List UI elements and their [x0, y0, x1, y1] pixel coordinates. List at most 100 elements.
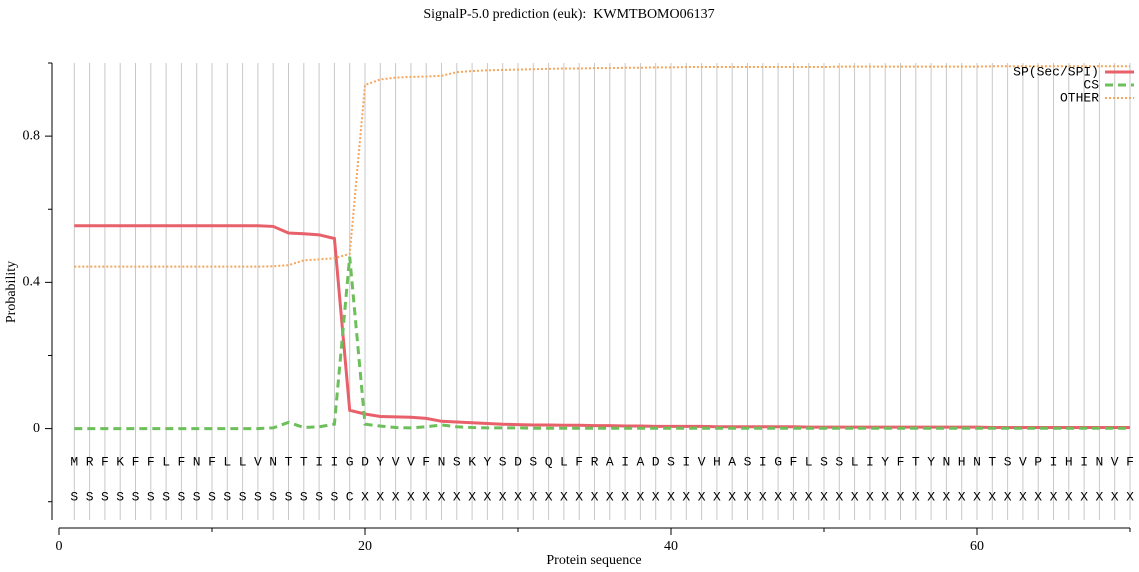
residue-label: X: [1050, 489, 1058, 504]
residue: G: [774, 454, 782, 469]
residue: N: [973, 454, 981, 469]
residue-label: S: [239, 489, 247, 504]
residue-label: X: [529, 489, 537, 504]
residue-label: X: [897, 489, 905, 504]
residue: N: [193, 454, 201, 469]
residue: Y: [881, 454, 889, 469]
residue: D: [652, 454, 660, 469]
residue-label: X: [988, 489, 996, 504]
residue-label: X: [361, 489, 369, 504]
residue-label: X: [698, 489, 706, 504]
residue-label: X: [958, 489, 966, 504]
residue-label: X: [468, 489, 476, 504]
residue: I: [315, 454, 323, 469]
residue-label: S: [208, 489, 216, 504]
residue-label: X: [973, 489, 981, 504]
residue: F: [208, 454, 216, 469]
residue: P: [1034, 454, 1042, 469]
residue-label: S: [147, 489, 155, 504]
residue: L: [162, 454, 170, 469]
residue: F: [422, 454, 430, 469]
residue: H: [958, 454, 966, 469]
residue-label: X: [713, 489, 721, 504]
residue-label: X: [835, 489, 843, 504]
residue: S: [453, 454, 461, 469]
residue: I: [621, 454, 629, 469]
residue: V: [698, 454, 706, 469]
residue: F: [575, 454, 583, 469]
residue: K: [116, 454, 124, 469]
residue-label: X: [499, 489, 507, 504]
residue: R: [591, 454, 599, 469]
x-tick-label: 60: [970, 539, 984, 554]
residue: H: [1065, 454, 1073, 469]
residue-label: X: [912, 489, 920, 504]
residue-label: X: [1080, 489, 1088, 504]
residue: S: [667, 454, 675, 469]
residue-label: X: [514, 489, 522, 504]
residue-label: S: [132, 489, 140, 504]
x-axis-label: Protein sequence: [546, 553, 641, 568]
residue-label: X: [667, 489, 675, 504]
residue-label: X: [866, 489, 874, 504]
residue: N: [942, 454, 950, 469]
residue: L: [851, 454, 859, 469]
residue-label: S: [193, 489, 201, 504]
residue-label: X: [744, 489, 752, 504]
residue-label: X: [636, 489, 644, 504]
y-tick-label: 0: [33, 421, 40, 436]
residue: M: [70, 454, 78, 469]
residue: N: [269, 454, 277, 469]
residue-label: X: [376, 489, 384, 504]
residue-label: X: [407, 489, 415, 504]
residue: S: [744, 454, 752, 469]
residue-label: X: [942, 489, 950, 504]
series-line: [74, 65, 1130, 268]
residue: F: [789, 454, 797, 469]
residue: K: [468, 454, 476, 469]
residue-label: S: [300, 489, 308, 504]
residue-label: X: [1111, 489, 1119, 504]
residue: I: [682, 454, 690, 469]
residue-label: X: [652, 489, 660, 504]
residue-label: S: [70, 489, 78, 504]
residue-label: X: [621, 489, 629, 504]
residue-label: X: [1095, 489, 1103, 504]
residue-label: X: [545, 489, 553, 504]
residue: F: [132, 454, 140, 469]
residue: Y: [376, 454, 384, 469]
residue-label: S: [162, 489, 170, 504]
residue: Y: [927, 454, 935, 469]
residue-label: X: [606, 489, 614, 504]
residue: F: [177, 454, 185, 469]
residue: F: [101, 454, 109, 469]
residue: L: [560, 454, 568, 469]
residue: V: [407, 454, 415, 469]
residue: S: [499, 454, 507, 469]
residue: V: [1111, 454, 1119, 469]
residue-label: X: [392, 489, 400, 504]
residue-label: S: [254, 489, 262, 504]
residue-label: C: [346, 489, 354, 504]
residue: V: [254, 454, 262, 469]
residue-label: X: [575, 489, 583, 504]
residue: Y: [483, 454, 491, 469]
residue: S: [835, 454, 843, 469]
residue-label: X: [851, 489, 859, 504]
residue-label: S: [330, 489, 338, 504]
residue-label: S: [116, 489, 124, 504]
residue: A: [606, 454, 614, 469]
residue-label: X: [881, 489, 889, 504]
residue-label: X: [1034, 489, 1042, 504]
residue: T: [912, 454, 920, 469]
residue: V: [1019, 454, 1027, 469]
residue-label: X: [1004, 489, 1012, 504]
residue: V: [392, 454, 400, 469]
residue: Q: [545, 454, 553, 469]
residue: A: [728, 454, 736, 469]
residue-label: S: [177, 489, 185, 504]
residue-label: X: [728, 489, 736, 504]
residue-label: S: [315, 489, 323, 504]
residue: I: [1080, 454, 1088, 469]
residue: T: [285, 454, 293, 469]
